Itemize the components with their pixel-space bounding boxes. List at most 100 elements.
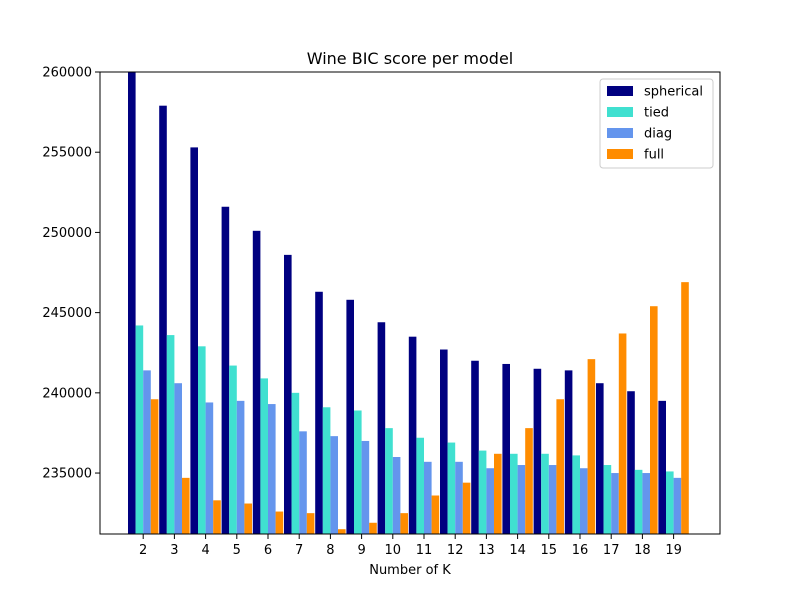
legend: spherical tied diag full: [599, 78, 714, 169]
chart-title: Wine BIC score per model: [307, 49, 514, 68]
legend-swatch-diag: [607, 128, 633, 138]
bar-diag-k5: [236, 400, 245, 534]
bar-diag-k2: [143, 370, 151, 534]
bar-tied-k14: [510, 453, 518, 534]
bar-diag-k11: [424, 461, 432, 534]
y-tick-label: 260000: [42, 66, 92, 81]
x-tick-label: 11: [416, 543, 433, 558]
legend-swatch-full: [607, 149, 633, 159]
bar-full-k16: [587, 359, 596, 534]
bar-spherical-k17: [596, 383, 604, 534]
x-tick-label: 9: [357, 543, 365, 558]
y-tick-label: 250000: [42, 226, 92, 241]
bar-full-k10: [400, 513, 408, 534]
bar-full-k9: [369, 522, 377, 534]
bar-full-k5: [244, 503, 252, 534]
bar-diag-k9: [361, 440, 370, 534]
y-axis: 235000 240000 245000 250000 255000 260000: [42, 66, 100, 482]
bar-tied-k12: [447, 442, 456, 534]
bar-spherical-k12: [440, 349, 448, 534]
bar-full-k15: [556, 399, 564, 534]
legend-label-spherical: spherical: [644, 85, 703, 100]
bar-diag-k15: [548, 465, 557, 534]
x-axis-label: Number of K: [369, 563, 451, 578]
y-tick-label: 235000: [42, 467, 92, 482]
bar-full-k7: [306, 513, 315, 534]
legend-label-diag: diag: [644, 127, 672, 142]
bar-tied-k3: [166, 335, 175, 534]
bar-diag-k7: [299, 431, 307, 534]
bar-tied-k10: [385, 428, 393, 534]
y-tick-label: 245000: [42, 306, 92, 321]
bar-diag-k3: [174, 383, 182, 534]
bar-diag-k8: [330, 436, 338, 534]
bar-full-k6: [275, 511, 284, 534]
x-tick-label: 3: [170, 543, 178, 558]
x-tick-label: 17: [603, 543, 620, 558]
bar-full-k4: [213, 500, 221, 534]
bar-spherical-k4: [190, 147, 198, 535]
bar-spherical-k3: [159, 105, 167, 534]
x-tick-label: 2: [139, 543, 147, 558]
bar-tied-k7: [291, 392, 300, 534]
x-axis: 2 3 4 5 6 7 8 9 10 11 12 13 14 15 16 17 18 19: [139, 534, 682, 558]
bar-full-k13: [494, 453, 502, 534]
bar-tied-k2: [135, 325, 144, 534]
bar-spherical-k6: [252, 230, 261, 534]
bar-spherical-k2: [128, 72, 136, 534]
bar-spherical-k11: [408, 336, 417, 534]
bar-diag-k18: [642, 473, 650, 534]
bar-full-k3: [182, 477, 190, 534]
bar-tied-k11: [416, 437, 424, 534]
bar-spherical-k19: [658, 400, 666, 534]
x-tick-label: 10: [385, 543, 402, 558]
legend-box: [599, 78, 714, 169]
bar-full-k2: [150, 399, 159, 534]
bar-tied-k17: [603, 465, 612, 534]
bar-diag-k17: [611, 473, 619, 534]
bar-full-k11: [431, 495, 440, 534]
x-tick-label: 18: [634, 543, 651, 558]
bar-tied-k13: [478, 450, 487, 534]
bar-diag-k14: [517, 465, 526, 534]
bar-spherical-k5: [221, 206, 230, 534]
bar-tied-k15: [541, 453, 549, 534]
bar-diag-k6: [268, 404, 276, 534]
bar-diag-k4: [205, 402, 214, 534]
x-tick-label: 4: [201, 543, 209, 558]
x-tick-label: 8: [326, 543, 334, 558]
bar-spherical-k10: [377, 322, 386, 534]
x-tick-label: 6: [264, 543, 272, 558]
bar-tied-k18: [634, 469, 643, 534]
x-tick-label: 7: [295, 543, 303, 558]
legend-swatch-tied: [607, 107, 633, 117]
x-tick-label: 14: [509, 543, 526, 558]
bar-diag-k12: [455, 461, 463, 534]
bar-spherical-k15: [533, 368, 542, 534]
y-tick-label: 255000: [42, 146, 92, 161]
bar-full-k19: [681, 282, 689, 534]
bar-spherical-k16: [564, 370, 573, 534]
bar-tied-k4: [198, 346, 206, 534]
bar-full-k14: [525, 428, 533, 534]
plot-frame: [99, 71, 721, 535]
bar-tied-k6: [260, 378, 268, 534]
bar-full-k17: [618, 333, 627, 534]
bar-full-k8: [338, 529, 346, 534]
bar-spherical-k14: [502, 363, 510, 534]
bar-tied-k9: [354, 410, 362, 534]
x-tick-label: 12: [447, 543, 464, 558]
x-tick-label: 15: [541, 543, 558, 558]
bar-spherical-k9: [346, 299, 354, 534]
bar-diag-k16: [580, 468, 588, 534]
bar-full-k18: [650, 306, 658, 534]
bar-spherical-k13: [471, 360, 479, 534]
bar-spherical-k18: [627, 391, 635, 534]
x-tick-label: 13: [478, 543, 495, 558]
bar-tied-k19: [666, 471, 674, 534]
bar-spherical-k8: [315, 291, 323, 534]
bar-diag-k13: [486, 468, 494, 534]
bar-tied-k16: [572, 455, 580, 534]
legend-swatch-spherical: [607, 86, 633, 96]
